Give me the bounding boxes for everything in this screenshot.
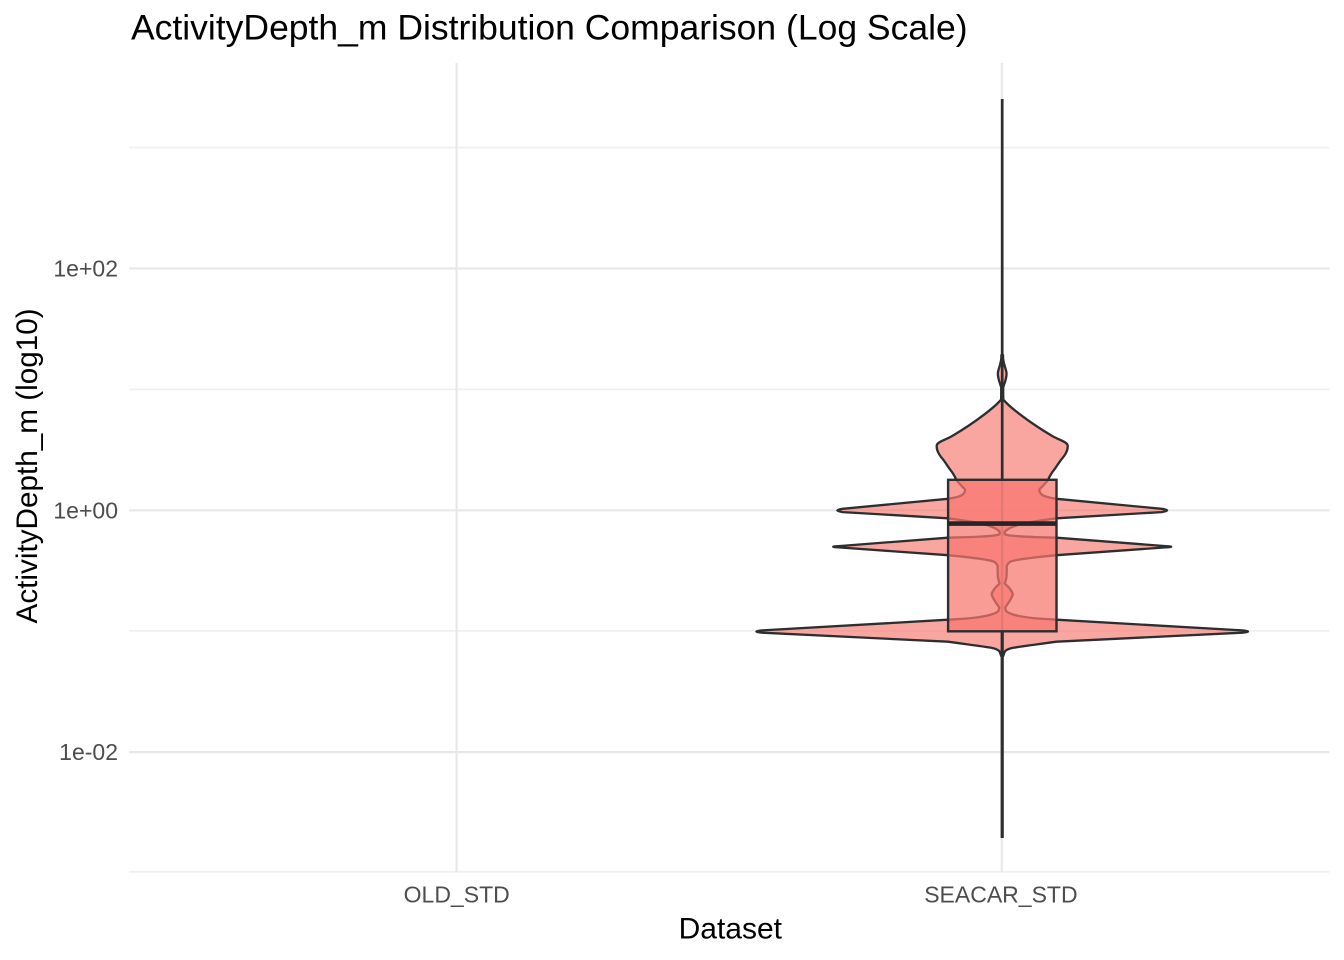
svg-text:1e+02: 1e+02: [53, 256, 118, 282]
svg-text:1e+00: 1e+00: [53, 497, 118, 523]
svg-text:1e-02: 1e-02: [59, 739, 118, 765]
svg-text:Dataset: Dataset: [679, 912, 783, 945]
svg-text:SEACAR_STD: SEACAR_STD: [924, 882, 1077, 908]
svg-text:OLD_STD: OLD_STD: [404, 882, 510, 908]
svg-text:ActivityDepth_m Distribution C: ActivityDepth_m Distribution Comparison …: [131, 8, 968, 48]
svg-text:ActivityDepth_m (log10): ActivityDepth_m (log10): [11, 308, 44, 623]
